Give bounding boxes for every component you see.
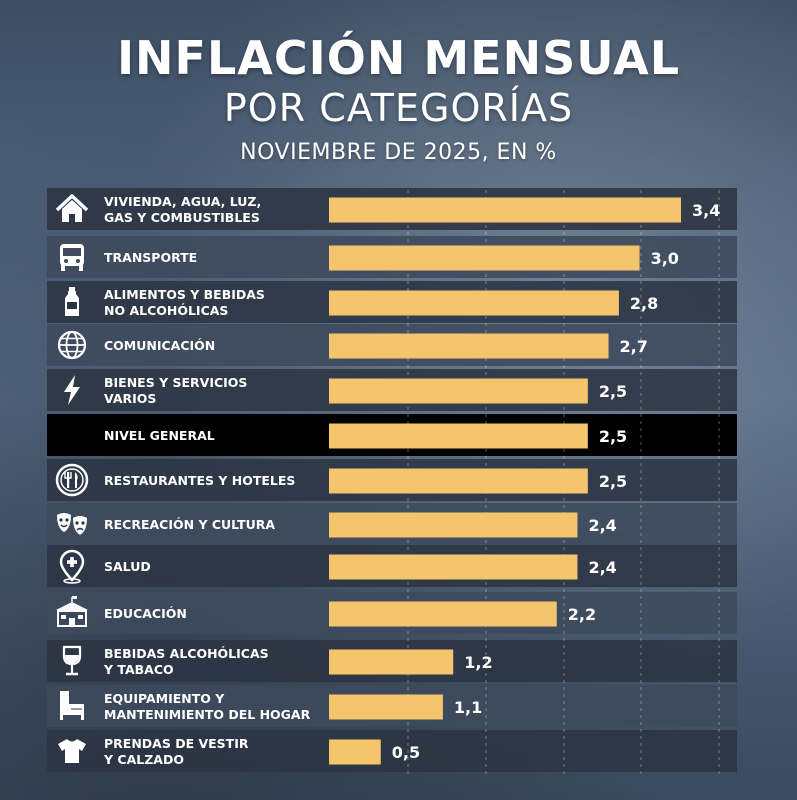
house-icon: [55, 194, 89, 222]
school-icon: [56, 596, 88, 627]
theater-masks-icon: [57, 513, 87, 535]
bottle-icon: [65, 287, 79, 316]
chart-title-line2: POR CATEGORÍAS: [223, 86, 574, 130]
category-label: VIVIENDA, AGUA, LUZ, GAS Y COMBUSTIBLES: [104, 194, 261, 225]
value-label: 2,2: [568, 605, 596, 624]
bar: [329, 333, 609, 359]
category-label: PRENDAS DE VESTIR Y CALZADO: [103, 736, 249, 767]
category-label: TRANSPORTE: [104, 250, 197, 265]
value-label: 2,5: [599, 472, 627, 491]
category-label: EQUIPAMIENTO Y MANTENIMIENTO DEL HOGAR: [104, 691, 311, 722]
chart-title: INFLACIÓN MENSUAL: [116, 31, 681, 85]
lightning-icon: [64, 375, 80, 405]
value-label: 1,2: [464, 653, 492, 672]
tshirt-icon: [58, 739, 86, 763]
category-label: RESTAURANTES Y HOTELES: [104, 473, 295, 488]
bar: [329, 601, 557, 627]
bar: [329, 554, 578, 580]
wine-glass-icon: [62, 645, 82, 676]
value-label: 1,1: [454, 698, 482, 717]
globe-icon: [57, 330, 87, 360]
category-label: COMUNICACIÓN: [104, 338, 215, 353]
value-label: 2,8: [630, 294, 658, 313]
value-label: 2,4: [588, 558, 616, 577]
category-label: EDUCACIÓN: [104, 606, 187, 621]
bar: [329, 694, 443, 720]
header: INFLACIÓN MENSUAL POR CATEGORÍAS NOVIEMB…: [0, 30, 797, 168]
value-label: 2,5: [599, 382, 627, 401]
value-labels: 3,4 3,0 2,8 2,7 2,5 2,5 2,5 2,4 2,4 2,2 1,2 1,1 0,5: [392, 201, 721, 762]
value-label: 2,7: [620, 337, 648, 356]
bar: [329, 512, 578, 538]
bar: [329, 197, 681, 223]
category-labels: VIVIENDA, AGUA, LUZ, GAS Y COMBUSTIBLES TR…: [103, 194, 311, 767]
value-label: 2,4: [588, 516, 616, 535]
bar: [329, 245, 640, 271]
category-label: SALUD: [104, 559, 151, 574]
bar: [329, 378, 588, 404]
health-pin-icon: [59, 549, 85, 584]
category-label: NIVEL GENERAL: [104, 428, 215, 443]
bars: [329, 197, 681, 765]
bar: [329, 468, 588, 494]
chart-subtitle: NOVIEMBRE DE 2025, EN %: [240, 140, 557, 165]
category-label: BEBIDAS ALCOHÓLICAS Y TABACO: [103, 646, 269, 677]
plate-cutlery-icon: [55, 463, 89, 497]
value-label: 2,5: [599, 427, 627, 446]
bar: [329, 290, 619, 316]
value-label: 3,0: [651, 249, 679, 268]
row-background: [47, 730, 737, 772]
value-label: 0,5: [392, 743, 420, 762]
category-label: ALIMENTOS Y BEBIDAS NO ALCOHÓLICAS: [104, 287, 265, 318]
bar: [329, 739, 381, 765]
furniture-icon: [60, 691, 84, 720]
category-label: BIENES Y SERVICIOS VARIOS: [104, 375, 247, 406]
value-label: 3,4: [692, 201, 720, 220]
bus-icon: [60, 244, 84, 271]
bar: [329, 649, 454, 675]
bar: [329, 423, 588, 449]
category-icons: [55, 194, 89, 763]
category-label: RECREACIÓN Y CULTURA: [104, 517, 275, 532]
